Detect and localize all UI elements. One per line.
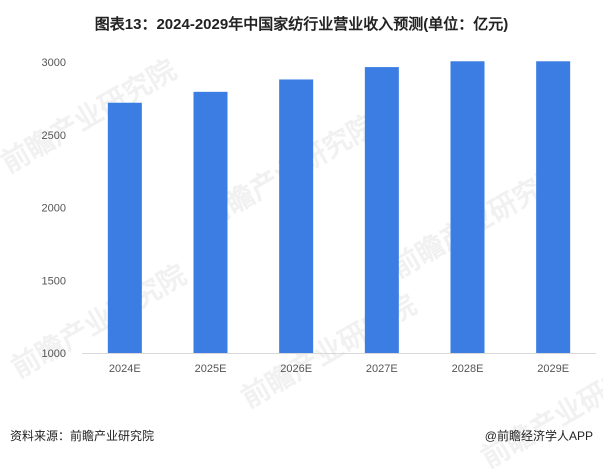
chart-title: 图表13：2024-2029年中国家纺行业营业收入预测(单位：亿元) <box>94 16 509 33</box>
bars <box>107 61 571 354</box>
bar-2026E <box>279 79 314 354</box>
bar-2024E <box>107 102 142 354</box>
credit-note: @前瞻经济学人APP <box>484 429 593 443</box>
y-tick-label: 1000 <box>42 348 66 360</box>
bar-2025E <box>193 91 228 353</box>
x-tick-label: 2024E <box>109 363 141 375</box>
bar-2029E <box>536 61 571 354</box>
bar-chart: 1000 1500 2000 2500 3000 2024E 2025E 2026E 2027… <box>42 57 596 375</box>
x-tick-label: 2027E <box>366 363 398 375</box>
y-tick-label: 2500 <box>42 130 66 142</box>
x-tick-label: 2026E <box>280 363 312 375</box>
y-axis-ticks: 1000 1500 2000 2500 3000 <box>42 57 66 360</box>
y-tick-label: 2000 <box>42 203 66 215</box>
x-tick-label: 2025E <box>195 363 227 375</box>
bar-2027E <box>364 67 399 353</box>
bar-2028E <box>450 61 485 354</box>
x-axis-ticks: 2024E 2025E 2026E 2027E 2028E 2029E <box>109 363 569 375</box>
x-tick-label: 2029E <box>537 363 569 375</box>
y-tick-label: 1500 <box>42 275 66 287</box>
x-tick-label: 2028E <box>452 363 484 375</box>
source-note: 资料来源：前瞻产业研究院 <box>10 429 155 443</box>
y-tick-label: 3000 <box>42 57 66 69</box>
